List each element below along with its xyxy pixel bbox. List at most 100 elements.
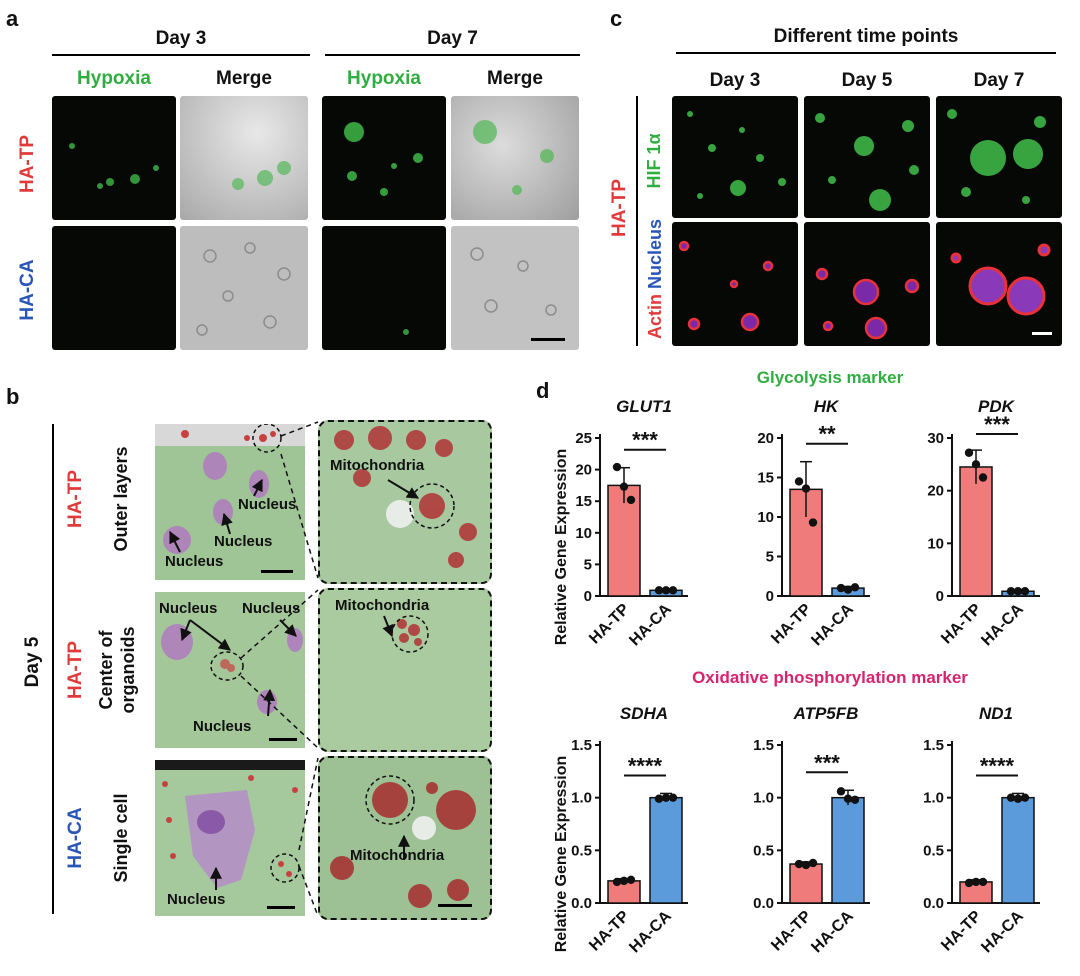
data-point	[964, 878, 974, 888]
panel-c-header-rule	[676, 52, 1056, 54]
data-point	[668, 793, 678, 802]
annotation-arrows	[169, 478, 420, 890]
actin-nucleus-image-day7	[936, 222, 1062, 346]
tem-zoom-center-organoids	[318, 588, 492, 752]
hif-image-day3	[672, 96, 798, 218]
y-tick-label: 1.5	[571, 737, 592, 754]
data-point	[836, 583, 846, 593]
data-point	[843, 794, 853, 803]
glycolysis-title: Glycolysis marker	[756, 368, 904, 387]
y-tick-label: 20	[757, 430, 774, 447]
hypoxia-image-ha-tp-day7	[322, 96, 446, 220]
merge-image-ha-tp-day3	[180, 96, 308, 220]
y-tick-label: 10	[575, 525, 592, 542]
data-point	[801, 860, 811, 870]
x-tick-label: HA-CA	[978, 600, 1027, 649]
panel-a-letter: a	[6, 6, 19, 31]
data-point	[794, 477, 804, 486]
y-tick-label: 25	[575, 430, 592, 447]
y-tick-label: 10	[927, 535, 944, 552]
panel-a-hypoxia-col2: Hypoxia	[347, 68, 421, 89]
merge-image-ha-ca-day7	[451, 226, 579, 350]
y-tick-label: 0	[936, 588, 944, 605]
y-tick-label: 0	[584, 588, 592, 605]
y-tick-label: 15	[575, 493, 592, 510]
y-tick-label: 5	[766, 549, 774, 566]
data-point	[661, 586, 671, 595]
y-tick-label: 1.5	[753, 737, 774, 754]
panel-c-letter: c	[610, 6, 623, 31]
x-tick-label: HA-TP	[938, 908, 985, 955]
panel-d-letter: d	[536, 378, 550, 403]
y-tick-label: 10	[757, 509, 774, 526]
bar-ha-ca	[649, 796, 683, 904]
data-point	[619, 482, 629, 491]
chart-title: ATP5FB	[793, 704, 859, 723]
data-point	[850, 583, 860, 592]
x-tick-label: HA-TP	[586, 908, 633, 955]
chart-title: ND1	[979, 704, 1013, 723]
x-tick-label: HA-TP	[938, 601, 985, 648]
actin-nucleus-image-day5	[804, 222, 930, 346]
y-axis-label: Relative Gene Expression	[553, 449, 570, 646]
anno-mito-2: Mitochondria	[335, 597, 430, 614]
significance-label: ***	[814, 750, 840, 775]
data-point	[612, 877, 622, 887]
panel-a-day7-header: Day 7	[427, 28, 478, 49]
anno-nucleus-7: Nucleus	[167, 891, 226, 908]
y-tick-label: 1.0	[571, 790, 592, 807]
data-point	[801, 484, 811, 493]
actin-nucleus-image-day3	[672, 222, 798, 346]
y-tick-label: 0.0	[923, 895, 944, 912]
y-tick-label: 0.5	[923, 842, 944, 859]
tem-zoom-outer-layers	[318, 420, 492, 584]
merge-image-ha-ca-day3	[180, 226, 308, 350]
chart-title: GLUT1	[616, 397, 672, 416]
y-tick-label: 15	[757, 470, 774, 487]
data-point	[978, 877, 988, 887]
y-tick-label: 1.0	[923, 790, 944, 807]
data-point	[971, 460, 981, 469]
data-point	[1006, 793, 1016, 802]
panel-a-merge-col2: Merge	[487, 68, 543, 89]
data-point	[619, 876, 629, 886]
tem-image-single-cell	[155, 760, 305, 916]
data-point	[626, 495, 636, 505]
anno-nucleus-2: Nucleus	[214, 533, 273, 550]
anno-nucleus-3: Nucleus	[165, 553, 224, 570]
data-point	[850, 795, 860, 804]
x-tick-label: HA-CA	[978, 907, 1027, 956]
panel-a-day7-rule	[325, 54, 580, 56]
data-point	[1006, 587, 1016, 596]
panel-a-merge-col1: Merge	[216, 68, 272, 89]
y-tick-label: 1.0	[753, 790, 774, 807]
panel-c-day5: Day 5	[841, 70, 893, 91]
tem-image-outer-layers	[155, 424, 305, 580]
panel-c-day3: Day 3	[709, 70, 761, 91]
data-point	[794, 859, 804, 869]
bar-ha-tp	[789, 863, 823, 904]
significance-label: ***	[632, 428, 658, 453]
hypoxia-image-ha-tp-day3	[52, 96, 176, 220]
significance-label: ****	[628, 753, 663, 778]
significance-label: ****	[980, 753, 1015, 778]
anno-nucleus-5: Nucleus	[242, 600, 301, 617]
anno-nucleus-6: Nucleus	[193, 718, 252, 735]
y-tick-label: 20	[575, 462, 592, 479]
x-tick-label: HA-TP	[586, 601, 633, 648]
bar-ha-tp	[607, 484, 641, 597]
data-point	[1020, 793, 1030, 802]
data-point	[668, 586, 678, 595]
data-point	[836, 787, 846, 796]
data-point	[661, 793, 671, 802]
panel-a-day3-header: Day 3	[155, 28, 207, 49]
data-point	[964, 448, 974, 457]
data-point	[808, 518, 818, 527]
y-tick-label: 0	[766, 588, 774, 605]
hif-image-day7	[936, 96, 1062, 218]
merge-image-ha-tp-day7	[451, 96, 579, 220]
bar-ha-ca	[1001, 796, 1035, 904]
x-tick-label: HA-CA	[626, 600, 675, 649]
data-point	[1020, 587, 1030, 596]
